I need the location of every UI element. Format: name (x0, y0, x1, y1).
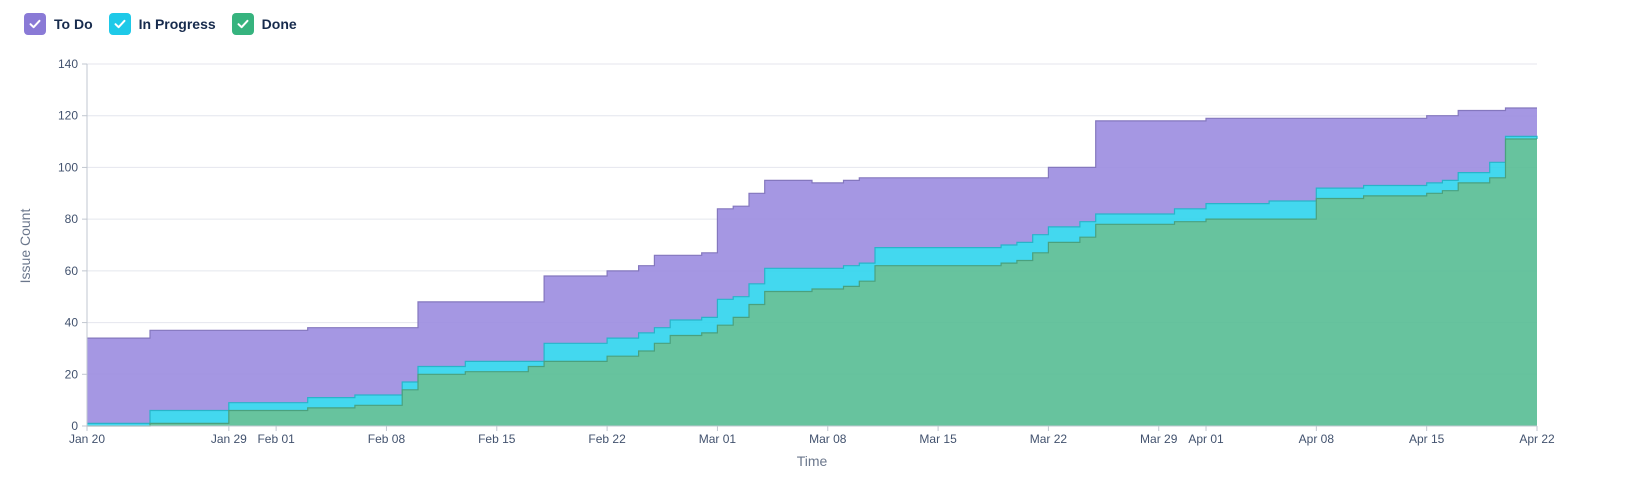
x-tick-label: Mar 08 (809, 432, 847, 446)
x-tick-label: Feb 15 (478, 432, 516, 446)
legend-label: Done (261, 16, 297, 32)
x-tick-label: Feb 08 (368, 432, 406, 446)
y-tick-label: 0 (71, 419, 78, 433)
y-tick-label: 140 (58, 57, 78, 71)
x-tick-label: Apr 15 (1409, 432, 1445, 446)
y-tick-label: 20 (65, 367, 79, 381)
x-tick-label: Apr 01 (1188, 432, 1224, 446)
x-tick-label: Mar 29 (1140, 432, 1178, 446)
legend-item-to-do[interactable]: To Do (24, 13, 93, 35)
legend-item-in-progress[interactable]: In Progress (108, 13, 216, 35)
y-tick-label: 40 (65, 316, 79, 330)
x-tick-label: Mar 01 (699, 432, 737, 446)
series-area-in-progress (87, 136, 1537, 426)
x-tick-label: Feb 22 (588, 432, 626, 446)
x-ticks: Jan 20 Jan 29 Feb 01 Feb 08 Feb 15 Feb 22 Mar … (69, 426, 1555, 446)
legend: To Do In Progress Done (24, 13, 313, 35)
legend-label: In Progress (138, 16, 216, 32)
series-area-done (87, 139, 1537, 426)
y-tick-label: 100 (58, 160, 78, 174)
y-tick-label: 120 (58, 109, 78, 123)
x-tick-label: Feb 01 (257, 432, 295, 446)
y-tick-label: 60 (65, 264, 79, 278)
series-line-in-progress (87, 135, 1538, 424)
y-axis-title: Issue Count (17, 209, 33, 284)
x-tick-label: Mar 15 (919, 432, 957, 446)
series-area-to-do (87, 108, 1537, 424)
x-tick-label: Mar 22 (1030, 432, 1068, 446)
series-areas (87, 107, 1538, 427)
checkbox-checked-icon[interactable] (108, 13, 131, 35)
axes (86, 64, 1537, 427)
y-ticks: 0 20 40 60 80 100 120 140 (58, 57, 87, 433)
legend-label: To Do (54, 16, 93, 32)
series-line-to-do (87, 107, 1537, 339)
legend-item-done[interactable]: Done (231, 13, 297, 35)
checkbox-checked-icon[interactable] (24, 13, 46, 35)
x-tick-label: Apr 08 (1299, 432, 1335, 446)
checkbox-checked-icon[interactable] (231, 13, 254, 35)
x-tick-label: Apr 22 (1519, 432, 1555, 446)
y-tick-label: 80 (65, 212, 79, 226)
x-tick-label: Jan 20 (69, 432, 105, 446)
x-tick-label: Jan 29 (211, 432, 247, 446)
x-axis-title: Time (797, 453, 828, 469)
series-line-done (87, 138, 1537, 427)
